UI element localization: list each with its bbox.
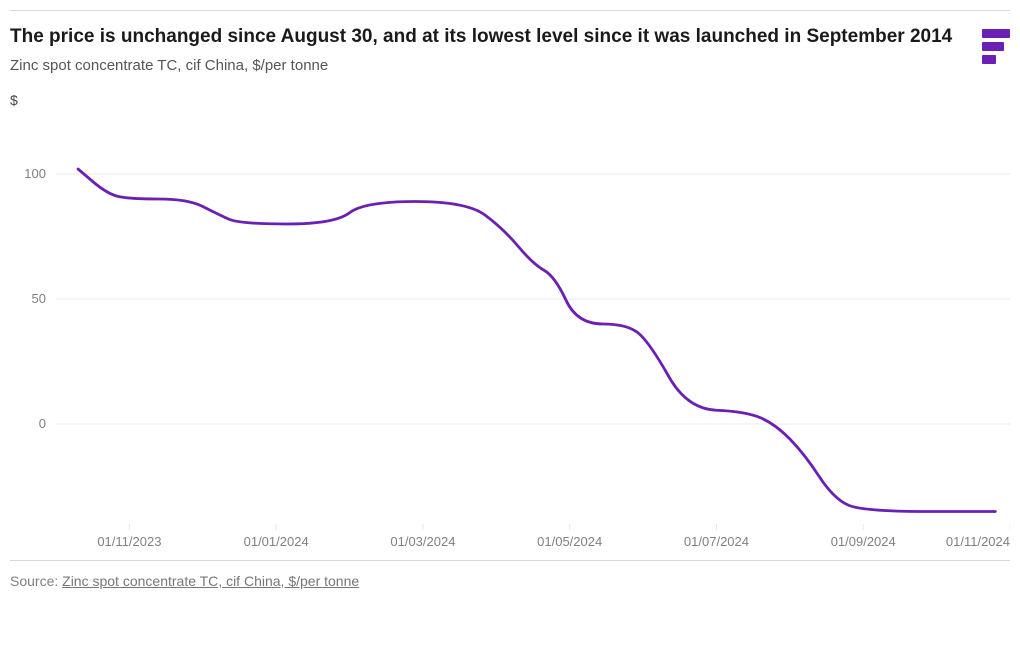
svg-text:01/11/2024: 01/11/2024 (946, 534, 1010, 549)
chart-area: 0 50 100 01/11/2023 01/01/2024 01/03/2024 01/0… (10, 114, 1010, 554)
svg-text:01/01/2024: 01/01/2024 (244, 534, 309, 549)
svg-text:01/11/2023: 01/11/2023 (97, 534, 161, 549)
source-link[interactable]: Zinc spot concentrate TC, cif China, $/p… (62, 573, 359, 589)
svg-text:100: 100 (24, 166, 46, 181)
svg-text:01/07/2024: 01/07/2024 (684, 534, 749, 549)
line-chart: 0 50 100 01/11/2023 01/01/2024 01/03/2024 01/0… (10, 114, 1010, 554)
svg-text:01/05/2024: 01/05/2024 (537, 534, 602, 549)
brand-logo-icon (982, 25, 1010, 68)
svg-text:01/09/2024: 01/09/2024 (831, 534, 896, 549)
chart-title: The price is unchanged since August 30, … (10, 25, 962, 49)
chart-subtitle: Zinc spot concentrate TC, cif China, $/p… (10, 57, 962, 74)
source-label: Source: (10, 573, 62, 589)
svg-text:01/03/2024: 01/03/2024 (390, 534, 455, 549)
y-axis-title: $ (10, 92, 1010, 108)
top-divider (10, 10, 1010, 11)
svg-text:0: 0 (39, 416, 46, 431)
bottom-divider (10, 560, 1010, 561)
svg-text:50: 50 (32, 291, 46, 306)
source-line: Source: Zinc spot concentrate TC, cif Ch… (10, 573, 1010, 589)
